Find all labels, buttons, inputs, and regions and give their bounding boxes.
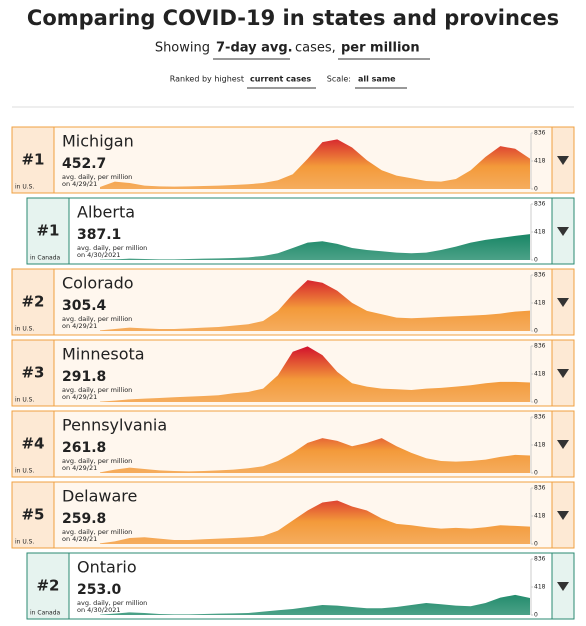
value: 253.0 [77,582,122,598]
rank-cell [11,481,55,549]
label: cases, [295,41,336,56]
name: Delaware [62,487,137,506]
label: Scale: [327,75,351,84]
region: in Canada [30,255,61,262]
value: 452.7 [62,156,106,172]
unit: avg. daily, per million [62,528,132,536]
y-tick-label: 0 [534,399,538,406]
date: on 4/29/21 [62,393,97,401]
unit: avg. daily, per million [62,315,132,323]
unit: avg. daily, per million [62,386,132,394]
dropdown-arrow [557,156,569,165]
area [100,438,530,473]
y-tick-label: 836 [534,201,546,208]
rank-select[interactable]: current cases [250,75,311,84]
dropdown-arrow [557,440,569,449]
scale-select[interactable]: all same [358,75,396,84]
region: in U.S. [15,326,34,333]
value: 305.4 [62,298,107,314]
y-tick-label: 836 [534,414,546,421]
unit: avg. daily, per million [62,173,132,181]
name: Pennsylvania [62,416,167,435]
date: on 4/29/21 [62,180,97,188]
rank: #2 [21,293,44,311]
name: Colorado [62,274,134,293]
date: on 4/29/21 [62,322,97,330]
region: in U.S. [15,397,34,404]
y-tick-label: 0 [534,470,538,477]
rank: #1 [36,222,59,240]
unit: avg. daily, per million [62,457,132,465]
y-tick-label: 0 [534,186,538,193]
rank-cell [11,339,55,407]
date: on 4/30/2021 [77,251,121,259]
date: on 4/29/21 [62,464,97,472]
dropdown-arrow [557,582,569,591]
dropdown-arrow [557,227,569,236]
unit: avg. daily, per million [77,244,147,252]
label: Ranked by highest [170,75,244,84]
y-tick-label: 836 [534,130,546,137]
name: Alberta [77,203,135,222]
value: 259.8 [62,511,106,527]
area [100,346,530,402]
dropdown-arrow [557,511,569,520]
rank: #4 [21,435,44,453]
title: Comparing COVID-19 in states and provinc… [27,6,559,30]
region: in Canada [30,610,61,617]
area [100,139,530,189]
y-tick-label: 418 [534,229,546,236]
name: Ontario [77,558,137,577]
y-tick-label: 418 [534,158,546,165]
name: Michigan [62,132,134,151]
area [100,594,530,615]
y-tick-label: 418 [534,584,546,591]
rank: #2 [36,577,59,595]
y-tick-label: 418 [534,442,546,449]
per-select[interactable]: per million [341,41,420,56]
y-tick-label: 836 [534,556,546,563]
y-tick-label: 0 [534,328,538,335]
rank-cell [11,410,55,478]
date: on 4/29/21 [62,535,97,543]
area [100,234,530,260]
unit: avg. daily, per million [77,599,147,607]
rank-cell [26,552,70,620]
value: 291.8 [62,369,106,385]
y-tick-label: 836 [534,272,546,279]
region: in U.S. [15,468,34,475]
rank: #1 [21,151,44,169]
region: in U.S. [15,184,34,191]
rank: #3 [21,364,44,382]
value: 261.8 [62,440,106,456]
y-tick-label: 0 [534,612,538,619]
label: Showing [155,41,210,56]
area [100,280,530,331]
measure-select[interactable]: 7-day avg. [216,41,293,56]
rank-cell [11,268,55,336]
date: on 4/30/2021 [77,606,121,614]
y-tick-label: 418 [534,300,546,307]
value: 387.1 [77,227,121,243]
name: Minnesota [62,345,145,364]
y-tick-label: 0 [534,257,538,264]
region: in U.S. [15,539,34,546]
rank-cell [11,126,55,194]
y-tick-label: 0 [534,541,538,548]
dropdown-arrow [557,369,569,378]
area [100,500,530,544]
dropdown-arrow [557,298,569,307]
y-tick-label: 418 [534,371,546,378]
y-tick-label: 418 [534,513,546,520]
y-tick-label: 836 [534,343,546,350]
rank-cell [26,197,70,265]
y-tick-label: 836 [534,485,546,492]
rank: #5 [21,506,44,524]
